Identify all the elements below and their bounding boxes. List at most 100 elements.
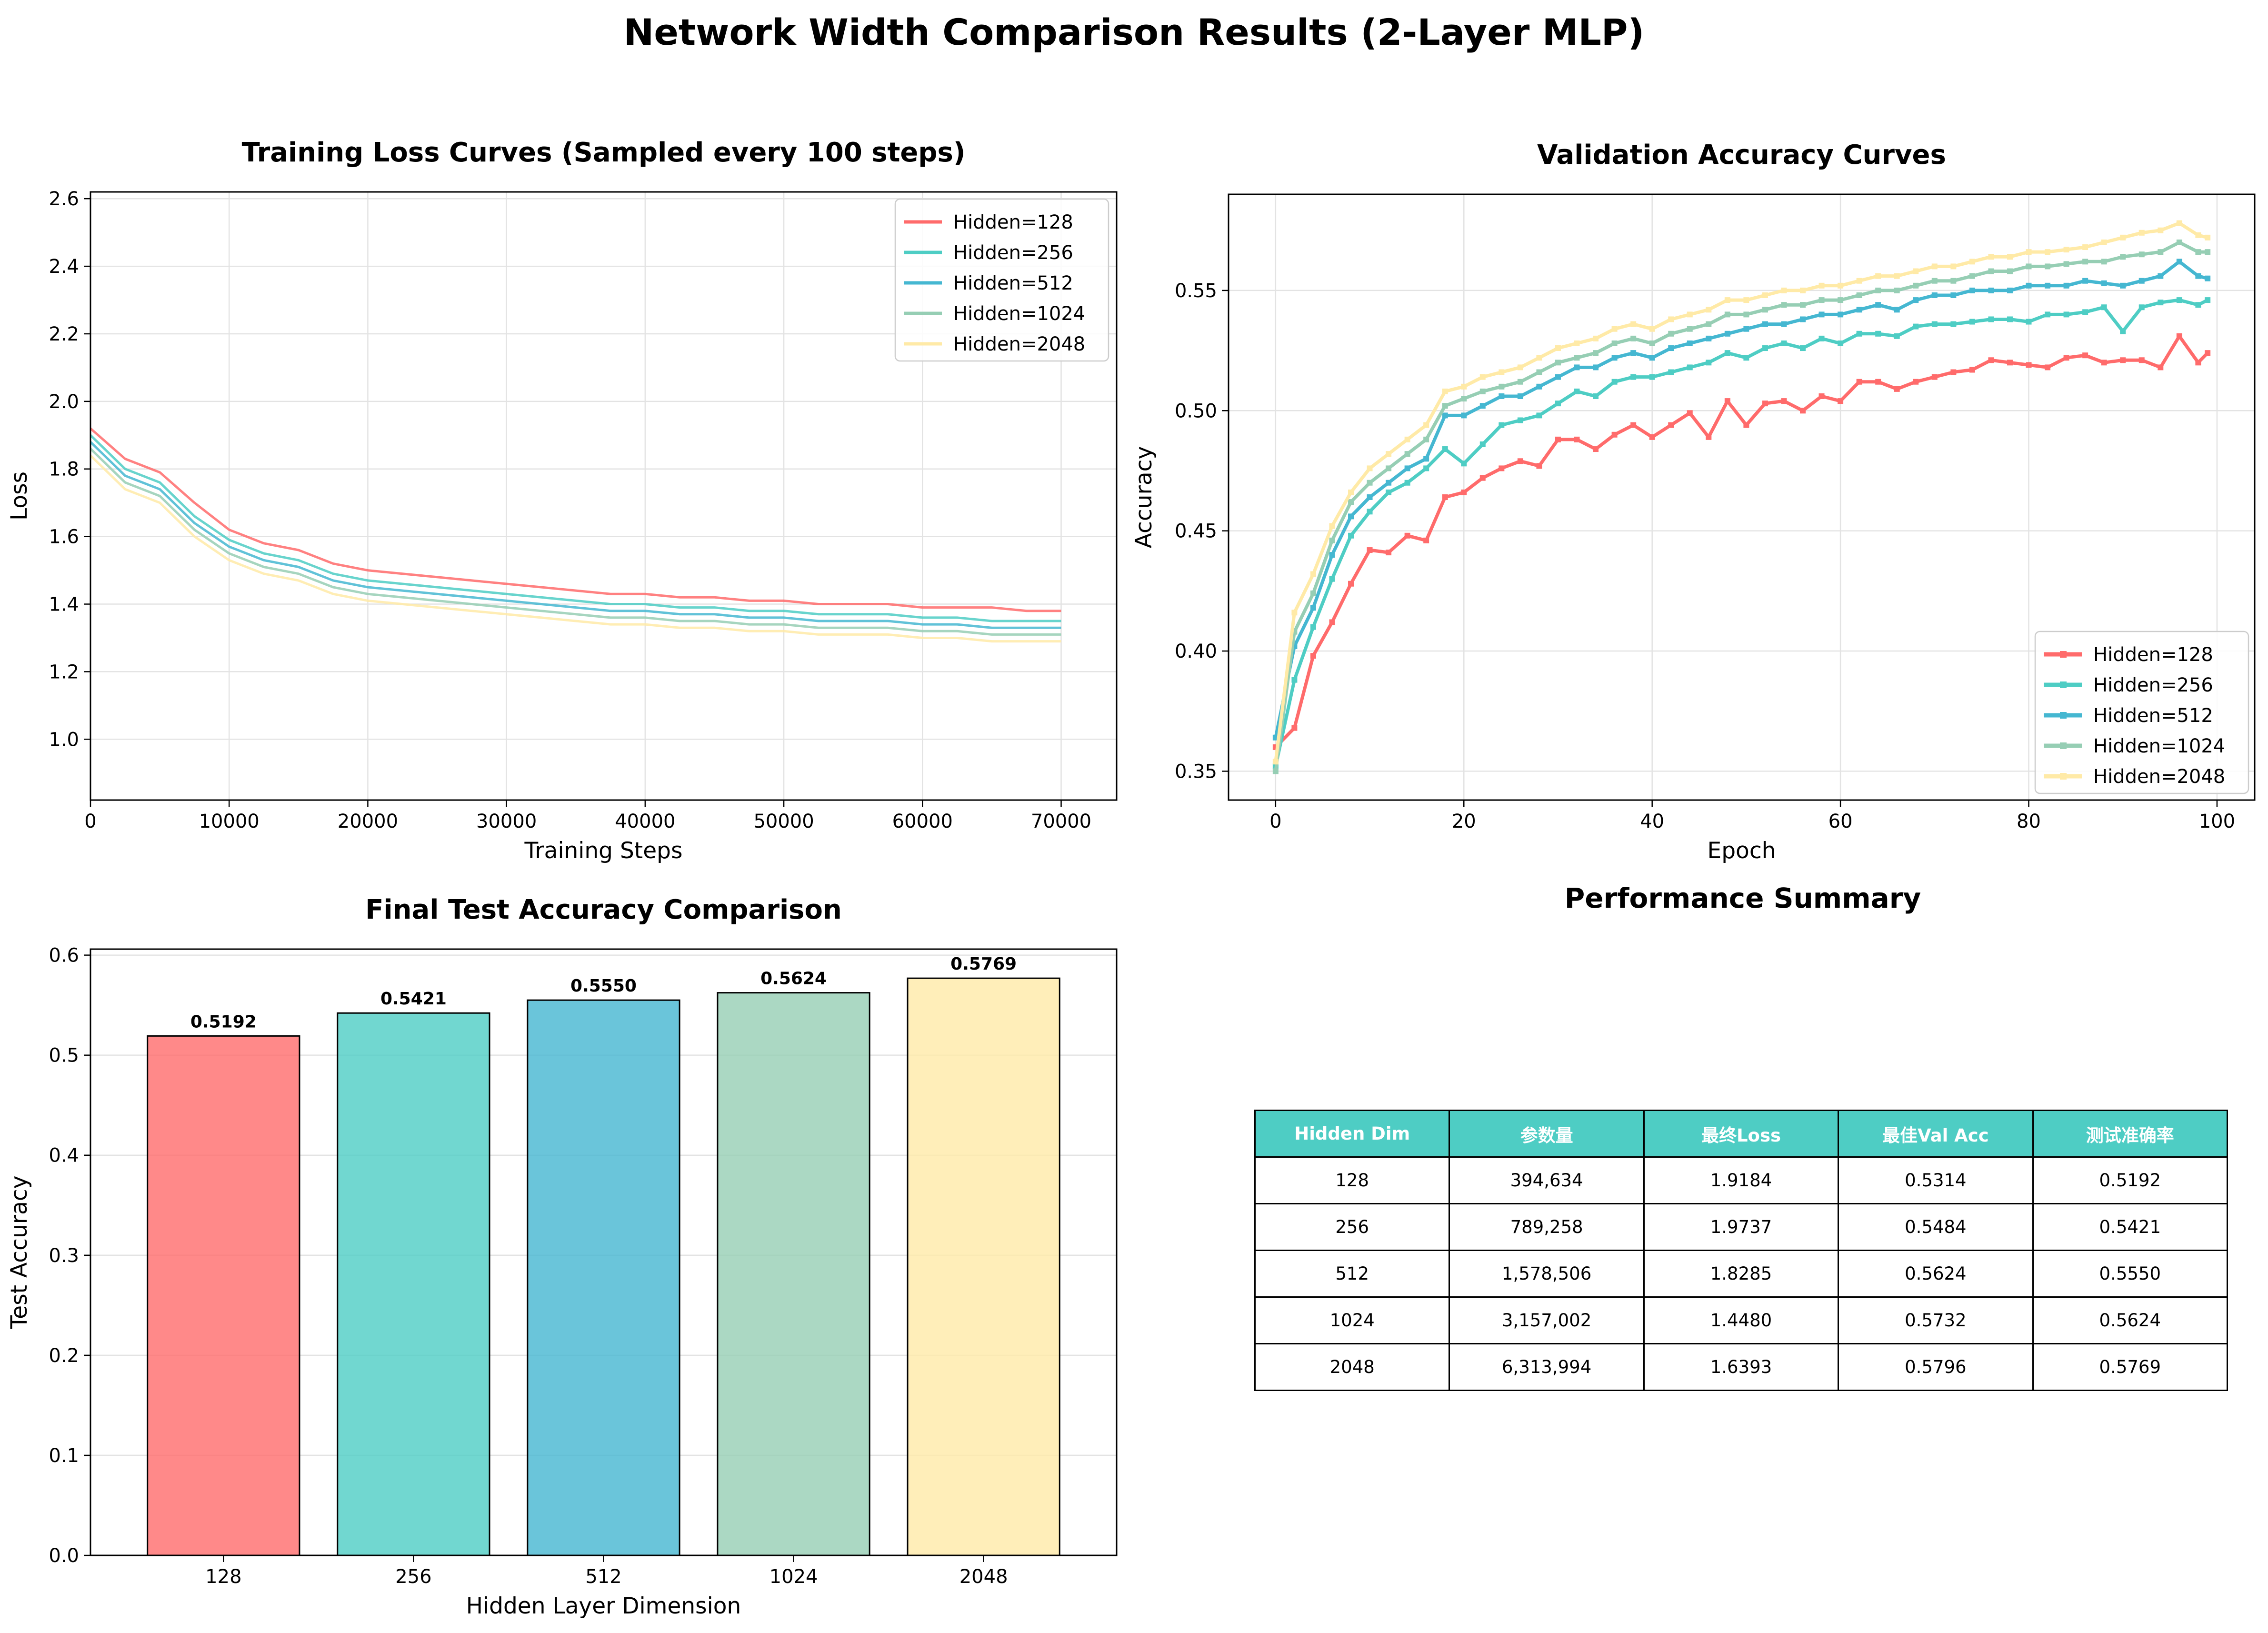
- y-tick-label: 0.1: [49, 1445, 79, 1467]
- data-point: [1649, 355, 1655, 361]
- table-cell: 1.9737: [1643, 1203, 1839, 1251]
- data-point: [1988, 254, 1994, 260]
- table-cell: 0.5769: [2032, 1343, 2228, 1391]
- x-tick-label: 10000: [199, 811, 260, 832]
- data-point: [1272, 768, 1279, 774]
- data-point: [1442, 388, 1448, 394]
- table-cell: 1024: [1254, 1296, 1450, 1344]
- data-point: [1367, 494, 1373, 500]
- table-cell: 1.4480: [1643, 1296, 1839, 1344]
- data-point: [1593, 393, 1599, 399]
- data-point: [2101, 280, 2107, 286]
- data-point: [2026, 319, 2032, 325]
- y-tick-label: 0.2: [49, 1345, 79, 1367]
- data-point: [2007, 268, 2013, 274]
- data-point: [2063, 247, 2069, 253]
- y-tick-label: 2.2: [49, 323, 79, 345]
- data-point: [1442, 494, 1448, 500]
- data-point: [1536, 412, 1542, 419]
- data-point: [1423, 465, 1429, 471]
- data-point: [2195, 273, 2201, 279]
- data-point: [1687, 364, 1693, 371]
- table-cell: 512: [1254, 1250, 1450, 1298]
- data-point: [2063, 355, 2069, 361]
- data-point: [2176, 259, 2182, 265]
- legend-label: Hidden=128: [2093, 644, 2213, 666]
- data-point: [1555, 360, 1561, 366]
- legend-label: Hidden=128: [953, 211, 1073, 233]
- data-point: [1291, 677, 1298, 683]
- data-point: [1856, 331, 1862, 337]
- bar: [717, 992, 870, 1556]
- data-point: [2138, 230, 2145, 236]
- data-point: [1386, 451, 1392, 457]
- data-point: [2045, 263, 2051, 270]
- data-point: [1856, 278, 1862, 284]
- data-point: [1574, 340, 1580, 346]
- x-tick-label: 50000: [753, 811, 814, 832]
- data-point: [2101, 304, 2107, 311]
- y-tick-label: 0.45: [1175, 521, 1217, 542]
- y-axis-label: Loss: [6, 471, 32, 521]
- data-point: [1348, 532, 1354, 539]
- data-point: [2195, 232, 2201, 238]
- data-point: [2045, 282, 2051, 289]
- data-point: [1969, 259, 1975, 265]
- data-point: [1555, 401, 1561, 407]
- x-axis-label: Epoch: [1708, 838, 1776, 864]
- data-point: [1574, 436, 1580, 442]
- data-point: [1348, 581, 1354, 587]
- data-point: [1743, 326, 1749, 332]
- x-tick-label: 256: [395, 1566, 431, 1588]
- data-point: [1856, 379, 1862, 385]
- data-point: [1593, 446, 1599, 452]
- data-point: [1894, 287, 1900, 293]
- data-point: [1517, 417, 1523, 423]
- data-point: [1517, 364, 1523, 371]
- data-point: [1479, 475, 1486, 481]
- data-point: [1988, 357, 1994, 363]
- chart-title: Validation Accuracy Curves: [1537, 140, 1946, 170]
- training-loss-panel: 0 10000 20000 30000 40000 50000 60000 70000 1.0 1…: [6, 137, 1118, 864]
- figure-title: Network Width Comparison Results (2-Laye…: [623, 11, 1645, 53]
- data-point: [1724, 398, 1730, 404]
- data-point: [1517, 458, 1523, 464]
- bar: [337, 1012, 490, 1556]
- table-cell: 0.5550: [2032, 1250, 2228, 1298]
- data-point: [1404, 451, 1410, 457]
- data-point: [1536, 383, 1542, 390]
- data-point: [1291, 725, 1298, 731]
- data-point: [1818, 297, 1825, 303]
- data-point: [1781, 398, 1787, 404]
- data-point: [1743, 297, 1749, 303]
- data-point: [1950, 263, 1957, 270]
- data-point: [1404, 532, 1410, 539]
- data-point: [1668, 369, 1674, 375]
- data-point: [1611, 431, 1618, 438]
- data-point: [1894, 273, 1900, 279]
- col-header-param-count: 参数量: [1449, 1110, 1645, 1158]
- data-point: [1800, 408, 1806, 414]
- data-point: [1875, 331, 1881, 337]
- table-row: 512 1,578,506 1.8285 0.5624 0.5550: [1254, 1250, 2228, 1298]
- data-point: [1630, 374, 1637, 380]
- table-cell: 0.5484: [1838, 1203, 2034, 1251]
- data-point: [2101, 259, 2107, 265]
- data-point: [1762, 401, 1768, 407]
- y-tick-label: 2.6: [49, 188, 79, 210]
- data-point: [2176, 239, 2182, 245]
- series-line: [90, 441, 1061, 629]
- data-point: [1818, 335, 1825, 341]
- validation-accuracy-panel: 0 20 40 60 80 100 0.35 0.40 0.45 0.50 0.55 Validati…: [1131, 140, 2256, 864]
- legend-marker: [2060, 773, 2067, 780]
- data-point: [1818, 282, 1825, 289]
- data-point: [1818, 393, 1825, 399]
- y-tick-label: 2.4: [49, 256, 79, 278]
- bar: [147, 1035, 300, 1556]
- table-header-row: Hidden Dim 参数量 最终Loss 最佳Val Acc 测试准确率: [1254, 1110, 2228, 1158]
- x-tick-label: 20000: [338, 811, 398, 832]
- x-tick-label: 1024: [769, 1566, 818, 1588]
- data-point: [1931, 374, 1938, 380]
- data-point: [1800, 316, 1806, 322]
- data-point: [2026, 282, 2032, 289]
